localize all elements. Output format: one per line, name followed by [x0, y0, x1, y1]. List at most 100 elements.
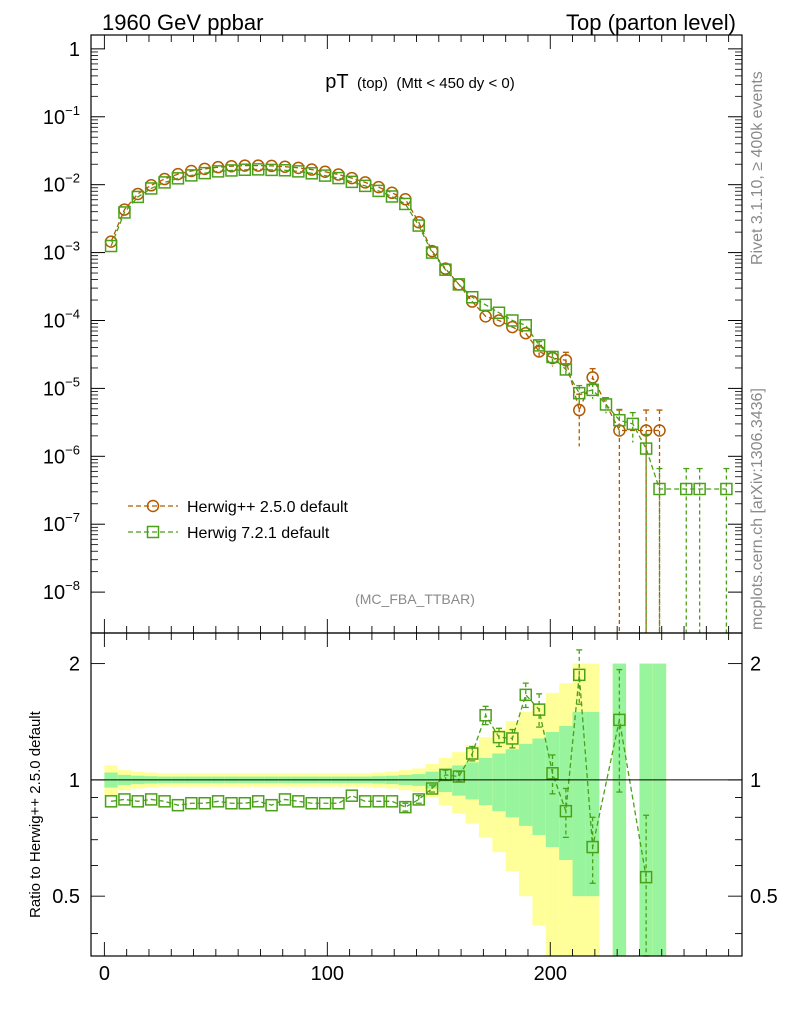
ratio-point-square — [171, 798, 185, 812]
header-right-label: Top (parton level) — [566, 10, 736, 35]
ratio-point-square — [479, 708, 492, 722]
point-square-s1 — [399, 197, 412, 211]
ratio-point-square — [506, 732, 519, 745]
x-tick-label: 200 — [534, 963, 567, 985]
point-square-s1 — [171, 172, 185, 185]
ratio-panel-frame — [90, 632, 743, 957]
ratio-series-layer — [104, 649, 653, 957]
point-square-s1 — [626, 417, 640, 431]
ratio-point-square — [118, 793, 131, 806]
point-circle-s0 — [506, 320, 519, 334]
ratio-point-square — [251, 795, 265, 808]
point-square-s1 — [292, 165, 305, 178]
title-main: pT — [325, 71, 348, 93]
ratio-band-stat — [505, 749, 520, 818]
title-sub: (top) — [357, 75, 388, 92]
ratio-point-square — [278, 793, 292, 806]
point-square-s1 — [211, 165, 225, 178]
point-square-s1 — [238, 163, 252, 176]
legend-marker-herwig-new — [146, 525, 160, 539]
ratio-point-square — [265, 798, 278, 812]
ratio-y-tick-label-right: 1 — [750, 770, 761, 792]
point-square-s1 — [532, 339, 546, 352]
point-circle-s0 — [332, 168, 345, 181]
ratio-point-square — [586, 840, 599, 854]
ratio-point-square — [639, 870, 653, 884]
ratio-point-square — [613, 713, 626, 727]
main-y-tick-label: 10−3 — [43, 239, 80, 265]
ratio-point-square — [332, 796, 345, 810]
series-line-s0 — [110, 164, 660, 432]
main-y-tick-label: 10−5 — [43, 374, 80, 400]
ratio-point-square — [425, 782, 439, 795]
ratio-band-stat — [585, 711, 600, 897]
ratio-y-tick-label-right: 2 — [750, 654, 761, 676]
main-plot-title: pT (top) (Mtt < 450 dy < 0) — [325, 71, 514, 93]
main-y-tick-label: 10−8 — [43, 578, 80, 604]
ratio-point-square — [399, 800, 412, 814]
point-square-s1 — [185, 169, 198, 182]
point-circle-s0 — [385, 186, 399, 200]
legend-marker-herwig-old — [146, 499, 160, 513]
ratio-point-square — [358, 795, 372, 808]
point-square-s1 — [519, 319, 532, 332]
point-square-s1 — [653, 482, 666, 496]
ratio-point-square — [412, 793, 425, 806]
point-square-s1 — [265, 163, 278, 177]
ratio-point-square — [519, 688, 532, 702]
point-square-s1 — [546, 350, 559, 364]
main-series-layer — [104, 159, 733, 633]
ratio-point-square — [104, 795, 118, 808]
ratio-point-square — [131, 795, 145, 808]
point-square-s1 — [573, 386, 586, 400]
ratio-point-square — [305, 796, 318, 810]
ratio-point-square — [439, 768, 452, 782]
header-left-label: 1960 GeV ppbar — [102, 10, 263, 35]
point-square-s1 — [506, 314, 519, 327]
point-square-s1 — [439, 263, 452, 276]
ratio-point-square — [559, 804, 573, 818]
mcplots-side-label: mcplots.cern.ch [arXiv:1306.3436] — [749, 388, 766, 630]
main-y-tick-label: 10−6 — [43, 442, 80, 468]
ratio-point-square — [185, 796, 198, 810]
analysis-id-label: (MC_FBA_TTBAR) — [355, 591, 475, 607]
axes-layer: 1 10−1 10−2 10−3 10−4 10−5 10−6 10−7 10−8 0 100 200… — [43, 35, 778, 985]
point-square-s1 — [372, 184, 385, 198]
ratio-point-square — [318, 796, 332, 810]
point-square-s1 — [452, 278, 466, 291]
ratio-band-stat — [532, 738, 546, 835]
point-circle-s0 — [492, 314, 506, 327]
point-square-s1 — [680, 482, 693, 496]
ratio-point-square — [452, 770, 466, 783]
ratio-point-square — [492, 730, 506, 744]
legend-label-herwig-old: Herwig++ 2.5.0 default — [187, 499, 349, 516]
ratio-band-stat — [572, 711, 586, 897]
point-square-s1 — [345, 175, 359, 189]
point-square-s1 — [613, 413, 626, 427]
point-circle-s0 — [131, 187, 145, 201]
point-square-s1 — [693, 482, 706, 496]
main-y-tick-label: 10−2 — [43, 171, 80, 197]
point-square-s1 — [559, 363, 573, 376]
ratio-band-stat — [519, 743, 533, 826]
ratio-point-square — [465, 747, 479, 760]
point-square-s1 — [385, 190, 399, 203]
x-tick-label: 100 — [311, 963, 344, 985]
ratio-point-square — [158, 795, 171, 808]
ratio-band-stat — [559, 725, 573, 861]
point-square-s1 — [492, 306, 506, 320]
legend-label-herwig-new: Herwig 7.2.1 default — [187, 525, 330, 542]
ratio-point-square — [345, 789, 359, 802]
point-square-s1 — [599, 398, 613, 411]
x-tick-label: 0 — [99, 963, 110, 985]
point-square-s1 — [131, 190, 145, 204]
point-square-s1 — [118, 206, 131, 219]
point-circle-s0 — [653, 424, 666, 437]
ratio-point-square — [225, 796, 238, 810]
ratio-band-stat — [545, 732, 560, 848]
main-y-tick-label: 10−1 — [43, 103, 80, 129]
ratio-point-square — [292, 795, 305, 808]
ratio-y-tick-label-right: 0.5 — [750, 886, 778, 908]
ratio-point-square — [211, 795, 225, 808]
ratio-point-square — [385, 795, 399, 808]
